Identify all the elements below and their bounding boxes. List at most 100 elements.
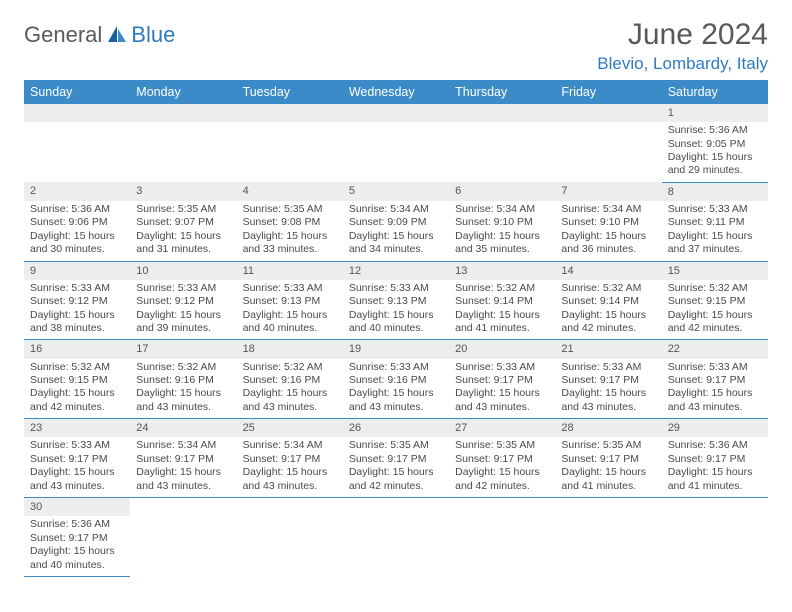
day-cell: Sunrise: 5:32 AMSunset: 9:14 PMDaylight:… [449,280,555,340]
day-number: 14 [555,261,661,280]
day-detail-line: Sunset: 9:14 PM [561,295,655,308]
empty-cell [237,122,343,182]
day-cell: Sunrise: 5:33 AMSunset: 9:12 PMDaylight:… [130,280,236,340]
day-detail-line: Sunset: 9:17 PM [30,453,124,466]
day-detail-line: Daylight: 15 hours [136,230,230,243]
day-detail-line: and 30 minutes. [30,243,124,256]
day-detail-line: Daylight: 15 hours [349,230,443,243]
day-detail-line: Sunrise: 5:35 AM [243,203,337,216]
day-number: 8 [662,182,768,201]
empty-cell [555,516,661,576]
day-number: 30 [24,498,130,517]
day-number: 2 [24,182,130,201]
day-detail-line: Sunset: 9:17 PM [668,453,762,466]
day-detail-line: and 42 minutes. [349,480,443,493]
day-detail-line: Sunrise: 5:36 AM [30,203,124,216]
day-detail-line: Sunrise: 5:32 AM [243,361,337,374]
day-cell: Sunrise: 5:36 AMSunset: 9:06 PMDaylight:… [24,201,130,261]
day-detail-line: Daylight: 15 hours [136,309,230,322]
day-number: 9 [24,261,130,280]
day-detail-line: Daylight: 15 hours [30,387,124,400]
day-cell: Sunrise: 5:34 AMSunset: 9:09 PMDaylight:… [343,201,449,261]
day-detail-line: Sunset: 9:17 PM [455,453,549,466]
day-detail-line: and 43 minutes. [136,401,230,414]
day-detail-line: Daylight: 15 hours [30,230,124,243]
day-number: 28 [555,419,661,438]
day-detail-line: Sunrise: 5:36 AM [30,518,124,531]
day-detail-line: Sunrise: 5:32 AM [668,282,762,295]
day-detail-line: Sunset: 9:12 PM [30,295,124,308]
day-detail-line: Daylight: 15 hours [561,309,655,322]
day-detail-line: Sunrise: 5:35 AM [561,439,655,452]
day-detail-line: Daylight: 15 hours [668,151,762,164]
content-row: Sunrise: 5:32 AMSunset: 9:15 PMDaylight:… [24,359,768,419]
day-number: 22 [662,340,768,359]
weekday-header: Wednesday [343,80,449,104]
logo: General Blue [24,22,175,48]
empty-cell [24,122,130,182]
day-detail-line: Sunset: 9:06 PM [30,216,124,229]
day-detail-line: Sunrise: 5:35 AM [349,439,443,452]
day-detail-line: Sunrise: 5:33 AM [668,203,762,216]
day-cell: Sunrise: 5:32 AMSunset: 9:15 PMDaylight:… [662,280,768,340]
day-number: 6 [449,182,555,201]
day-detail-line: Daylight: 15 hours [30,545,124,558]
day-number: 12 [343,261,449,280]
day-cell: Sunrise: 5:32 AMSunset: 9:15 PMDaylight:… [24,359,130,419]
day-detail-line: and 42 minutes. [668,322,762,335]
day-cell: Sunrise: 5:33 AMSunset: 9:17 PMDaylight:… [555,359,661,419]
day-cell: Sunrise: 5:33 AMSunset: 9:11 PMDaylight:… [662,201,768,261]
day-number: 25 [237,419,343,438]
day-number: 21 [555,340,661,359]
day-detail-line: Sunset: 9:17 PM [136,453,230,466]
empty-cell [343,498,449,517]
weekday-header: Friday [555,80,661,104]
logo-text-general: General [24,22,102,48]
day-detail-line: and 43 minutes. [561,401,655,414]
day-cell: Sunrise: 5:32 AMSunset: 9:14 PMDaylight:… [555,280,661,340]
day-detail-line: and 41 minutes. [668,480,762,493]
day-detail-line: Daylight: 15 hours [243,466,337,479]
day-cell: Sunrise: 5:36 AMSunset: 9:17 PMDaylight:… [662,437,768,497]
empty-cell [130,104,236,122]
day-detail-line: and 40 minutes. [349,322,443,335]
day-detail-line: Daylight: 15 hours [243,387,337,400]
day-detail-line: Sunrise: 5:33 AM [349,282,443,295]
content-row: Sunrise: 5:36 AMSunset: 9:17 PMDaylight:… [24,516,768,576]
empty-cell [449,498,555,517]
day-detail-line: Sunset: 9:10 PM [455,216,549,229]
day-detail-line: Sunset: 9:16 PM [349,374,443,387]
day-detail-line: Daylight: 15 hours [30,466,124,479]
day-detail-line: Daylight: 15 hours [243,230,337,243]
empty-cell [449,122,555,182]
day-detail-line: Daylight: 15 hours [349,309,443,322]
day-cell: Sunrise: 5:35 AMSunset: 9:17 PMDaylight:… [449,437,555,497]
empty-cell [130,516,236,576]
empty-cell [237,516,343,576]
day-detail-line: Daylight: 15 hours [455,466,549,479]
day-detail-line: Sunrise: 5:33 AM [668,361,762,374]
day-cell: Sunrise: 5:32 AMSunset: 9:16 PMDaylight:… [130,359,236,419]
day-number: 13 [449,261,555,280]
empty-cell [555,122,661,182]
day-detail-line: and 43 minutes. [455,401,549,414]
day-detail-line: Daylight: 15 hours [561,230,655,243]
day-cell: Sunrise: 5:35 AMSunset: 9:07 PMDaylight:… [130,201,236,261]
day-detail-line: Daylight: 15 hours [30,309,124,322]
day-detail-line: Sunrise: 5:32 AM [30,361,124,374]
day-detail-line: Sunset: 9:15 PM [668,295,762,308]
day-detail-line: Sunset: 9:17 PM [561,453,655,466]
day-detail-line: and 42 minutes. [455,480,549,493]
day-detail-line: Sunrise: 5:34 AM [561,203,655,216]
day-detail-line: Sunrise: 5:33 AM [243,282,337,295]
empty-cell [343,104,449,122]
day-detail-line: Daylight: 15 hours [561,466,655,479]
empty-cell [662,516,768,576]
day-detail-line: Sunrise: 5:33 AM [455,361,549,374]
day-detail-line: and 43 minutes. [243,480,337,493]
day-detail-line: Sunset: 9:14 PM [455,295,549,308]
day-detail-line: Sunset: 9:12 PM [136,295,230,308]
weekday-header-row: SundayMondayTuesdayWednesdayThursdayFrid… [24,80,768,104]
content-row: Sunrise: 5:36 AMSunset: 9:06 PMDaylight:… [24,201,768,261]
day-detail-line: Sunset: 9:13 PM [243,295,337,308]
